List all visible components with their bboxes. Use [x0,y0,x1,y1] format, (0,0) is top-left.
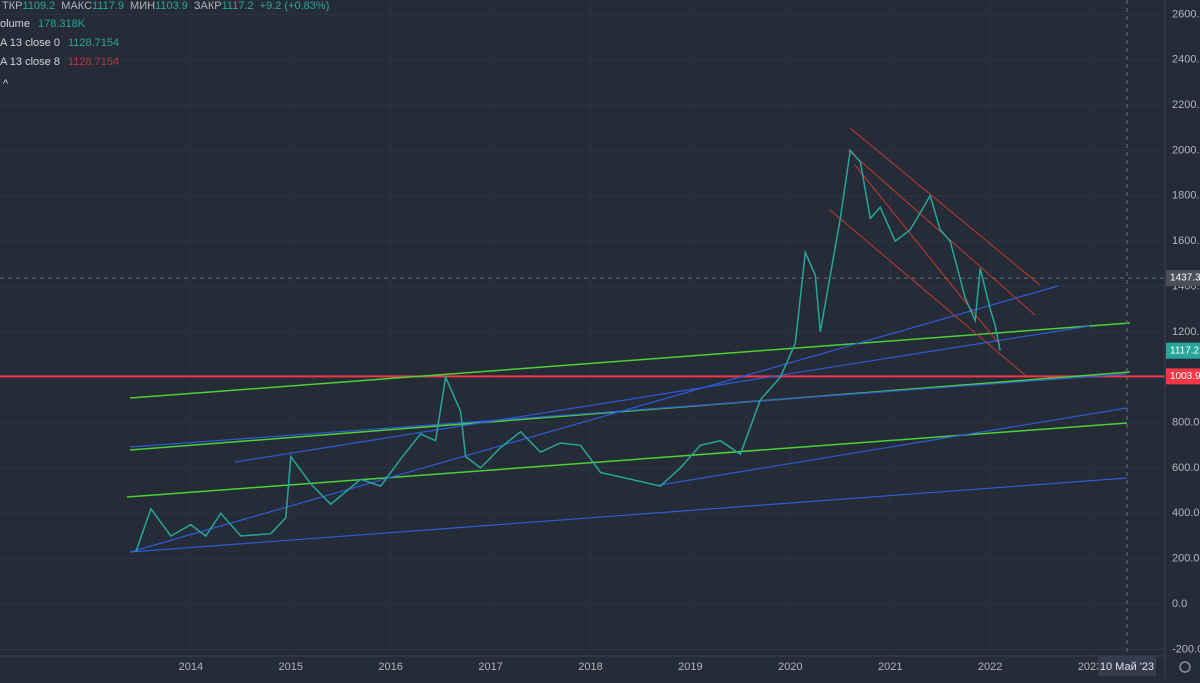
crosshair-date-bg [1098,656,1156,676]
price-line [135,148,1001,553]
price-axis-bg [1165,0,1200,678]
x-tick-label: 2022 [978,661,1002,673]
y-tick-label: 1200.0 [1172,326,1200,338]
x-tick-label: 2014 [179,661,203,673]
ohlc-label: МИН [130,0,155,12]
settings-icon[interactable] [1179,661,1191,673]
y-tick-label: 2000.0 [1172,144,1200,156]
trend-line[interactable] [129,285,1059,553]
ohlc-value: 1109.2 [22,0,55,12]
axes: 2600.02400.02200.02000.01800.01600.01400… [179,8,1200,673]
trend-line[interactable] [129,477,1128,553]
indicator-value: 1128.7154 [68,37,119,49]
indicator-value: 178.318K [38,18,86,30]
y-tick-label: 800.0 [1172,416,1200,428]
y-tick-label: 600.0 [1172,462,1200,474]
trend-line[interactable] [129,322,1131,399]
grid [0,277,1165,378]
ohlc-label: ТКР [2,0,22,12]
trend-line[interactable] [849,127,1041,286]
collapse-toggle[interactable]: ^ [3,78,9,90]
ohlc-value: 1117.2 [222,0,254,12]
trend-lines [126,127,1131,553]
price-series [135,148,1001,553]
ohlc-value: 1117.9 [92,0,124,12]
indicator-name: olume [0,18,30,30]
indicator-value: 1128.7154 [68,56,119,68]
y-tick-label: 2600.0 [1172,8,1200,20]
price-label-bg [1166,342,1200,359]
trend-line[interactable] [847,149,1036,316]
y-tick-label: 2400.0 [1172,54,1200,66]
y-tick-label: 400.0 [1172,507,1200,519]
price-label-bg [1166,270,1200,287]
indicator-name: A 13 close 0 [0,37,60,49]
y-tick-label: -200.0 [1172,643,1200,655]
x-tick-label: 2018 [578,661,602,673]
x-tick-label: 2021 [878,661,902,673]
y-tick-label: 2200.0 [1172,99,1200,111]
ohlc-value: 1103.9 [155,0,188,12]
price-label: 1117.2 [1170,345,1200,356]
ohlc-label: МАКС [61,0,92,12]
y-tick-label: 200.0 [1172,553,1200,565]
trend-line[interactable] [659,407,1128,486]
x-tick-label: 2016 [378,661,402,673]
y-tick-label: 1800.0 [1172,190,1200,202]
x-tick-label: 2015 [279,661,303,673]
trend-line[interactable] [129,371,1131,451]
price-label: 1003.9 [1170,371,1200,382]
trend-line[interactable] [234,325,1091,463]
price-label-bg [1166,368,1200,385]
crosshair-date: 10 Май '23 [1100,661,1154,673]
price-label: 1437.3 [1170,273,1200,284]
x-tick-label: 2017 [478,661,502,673]
ohlc-label: ЗАКР [194,0,222,12]
legend-header: ТКР 1109.2 МАКС 1117.9 МИН 1103.9 ЗАКР 1117.2 +9… [0,0,329,90]
indicator-name: A 13 close 8 [0,56,60,68]
trend-line[interactable] [129,373,1128,448]
ohlc-change: +9.2 (+0.83%) [260,0,330,12]
x-tick-label: 2020 [778,661,802,673]
y-tick-label: 1600.0 [1172,235,1200,247]
trend-line[interactable] [829,209,1026,376]
y-tick-label: 0.0 [1172,598,1187,610]
x-tick-label: 2023 [1078,661,1102,673]
x-tick-label: 2019 [678,661,702,673]
